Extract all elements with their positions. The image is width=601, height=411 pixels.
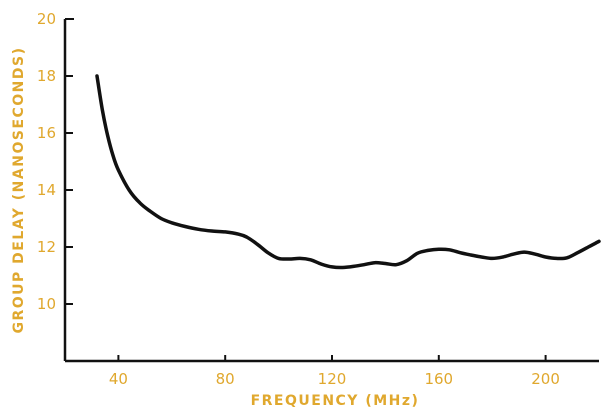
x-tick-label-120: 120 <box>318 370 347 388</box>
y-tick-label-20: 20 <box>37 10 56 28</box>
y-tick-label-18: 18 <box>37 67 56 85</box>
y-axis-title: GROUP DELAY (NANOSECONDS) <box>11 47 27 334</box>
x-axis-title: FREQUENCY (MHz) <box>251 393 420 409</box>
y-tick-label-16: 16 <box>37 124 56 142</box>
group-delay-line <box>95 74 601 270</box>
x-tick-label-200: 200 <box>531 370 560 388</box>
x-tick-label-80: 80 <box>216 370 235 388</box>
x-tick-label-160: 160 <box>424 370 453 388</box>
y-tick-label-12: 12 <box>37 238 56 256</box>
y-tick-label-14: 14 <box>37 181 56 199</box>
y-tick-label-10: 10 <box>37 295 56 313</box>
x-axis-ticks: 40 80 120 160 200 <box>109 355 560 388</box>
y-axis-ticks: 10 12 14 16 18 20 <box>37 10 73 313</box>
x-tick-label-40: 40 <box>109 370 128 388</box>
